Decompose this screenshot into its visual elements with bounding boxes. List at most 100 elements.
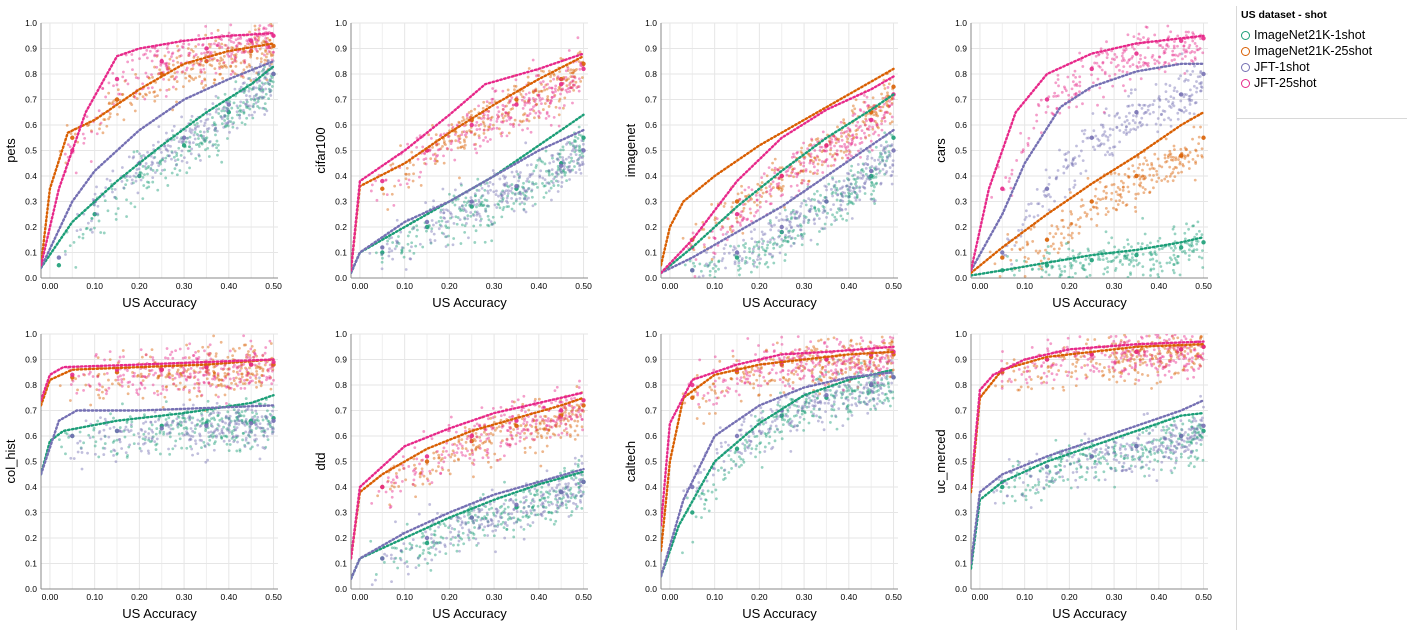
data-point	[1129, 271, 1132, 275]
data-point	[248, 107, 252, 111]
data-point	[241, 421, 245, 424]
data-point	[157, 71, 161, 75]
data-point	[531, 89, 535, 93]
data-point	[888, 166, 892, 169]
data-point	[749, 270, 753, 274]
data-point	[877, 171, 881, 175]
data-point	[1138, 163, 1142, 166]
data-point	[1067, 240, 1070, 244]
data-point	[881, 168, 885, 171]
data-point	[400, 250, 404, 254]
data-point	[892, 97, 895, 100]
data-point	[781, 184, 785, 188]
data-point	[854, 178, 857, 181]
data-point	[201, 417, 205, 420]
data-point	[552, 95, 556, 98]
y-tick-label: 0.6	[25, 431, 37, 441]
data-point	[1150, 252, 1154, 256]
data-point	[1163, 110, 1167, 113]
data-point	[1148, 191, 1152, 195]
data-point	[224, 64, 227, 67]
data-point	[435, 155, 438, 158]
data-point	[839, 198, 843, 202]
data-point	[1135, 64, 1139, 68]
data-point	[875, 172, 878, 176]
data-point	[132, 433, 136, 437]
data-point	[116, 207, 120, 210]
data-point	[507, 115, 511, 119]
data-point	[1152, 263, 1156, 267]
data-point	[475, 213, 479, 217]
data-point	[472, 214, 476, 217]
data-point	[564, 88, 568, 92]
data-point	[1131, 54, 1135, 58]
data-point	[1064, 152, 1068, 156]
data-point	[202, 134, 206, 138]
data-point	[789, 226, 793, 230]
data-point	[220, 436, 223, 440]
data-point	[1110, 57, 1114, 61]
data-point	[173, 77, 177, 81]
data-point	[165, 385, 169, 388]
data-point	[235, 126, 239, 130]
data-point	[791, 168, 794, 172]
data-point	[199, 68, 203, 72]
data-point	[504, 189, 508, 193]
data-point	[260, 381, 263, 385]
data-point	[860, 177, 864, 180]
data-point	[1098, 180, 1102, 184]
data-point	[765, 190, 769, 193]
data-point	[195, 133, 199, 136]
data-point	[213, 371, 216, 375]
data-point	[1007, 180, 1011, 183]
data-point	[737, 244, 741, 248]
data-point	[220, 436, 224, 440]
data-point	[432, 199, 435, 203]
data-point	[998, 274, 1002, 278]
data-point	[1157, 275, 1161, 278]
data-point	[864, 180, 868, 183]
data-point	[780, 243, 784, 247]
data-point	[560, 175, 564, 179]
data-point	[861, 162, 865, 166]
data-point	[1071, 164, 1075, 168]
data-point	[885, 104, 889, 108]
data-point	[1129, 91, 1133, 95]
x-tick-label: 0.30	[796, 281, 813, 291]
data-point	[1171, 49, 1175, 53]
data-point	[257, 419, 260, 423]
data-point	[203, 140, 207, 143]
data-point	[847, 196, 851, 199]
data-point	[506, 88, 510, 92]
data-point	[571, 71, 574, 75]
data-point	[884, 171, 888, 175]
data-point	[757, 240, 761, 244]
data-point	[173, 167, 177, 171]
data-point	[202, 138, 206, 142]
data-point	[855, 136, 859, 140]
data-point	[158, 429, 162, 433]
data-point	[1191, 158, 1195, 161]
data-point	[213, 371, 216, 374]
data-point	[469, 214, 473, 218]
data-point	[534, 87, 538, 91]
data-point	[1078, 75, 1082, 79]
data-point	[95, 388, 99, 392]
data-point	[845, 184, 849, 188]
data-point	[209, 412, 212, 416]
data-point	[539, 159, 543, 163]
data-point	[792, 241, 796, 245]
data-point	[511, 191, 514, 195]
data-point	[415, 228, 419, 232]
data-point	[791, 170, 794, 174]
data-point	[260, 52, 264, 56]
data-point	[528, 173, 532, 176]
data-point	[1046, 105, 1050, 109]
data-point	[571, 86, 574, 90]
data-point	[139, 154, 143, 158]
data-point	[851, 114, 855, 117]
data-point	[132, 442, 136, 446]
data-point	[212, 416, 216, 420]
data-point	[538, 98, 542, 102]
data-point	[122, 70, 125, 74]
